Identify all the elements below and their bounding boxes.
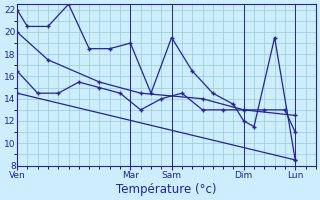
X-axis label: Température (°c): Température (°c) [116, 183, 217, 196]
